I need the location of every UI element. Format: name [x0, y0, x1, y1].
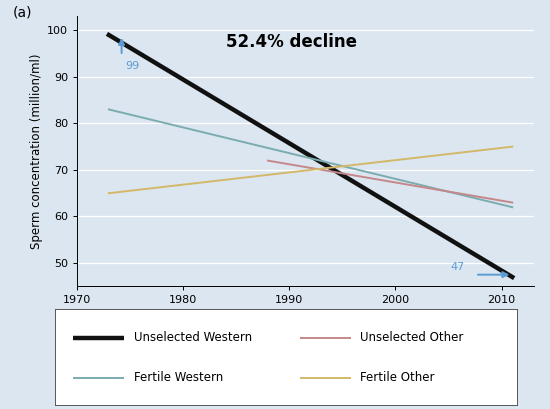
Text: 47: 47 [450, 262, 465, 272]
Text: (a): (a) [13, 6, 32, 20]
Text: 99: 99 [125, 61, 139, 71]
Text: Fertile Other: Fertile Other [360, 371, 434, 384]
Text: Unselected Other: Unselected Other [360, 331, 463, 344]
Y-axis label: Sperm concentration (million/ml): Sperm concentration (million/ml) [30, 54, 43, 249]
Text: Unselected Western: Unselected Western [134, 331, 252, 344]
X-axis label: Year of sample collection: Year of sample collection [232, 310, 379, 322]
Text: 52.4% decline: 52.4% decline [226, 33, 356, 51]
Text: Fertile Western: Fertile Western [134, 371, 223, 384]
